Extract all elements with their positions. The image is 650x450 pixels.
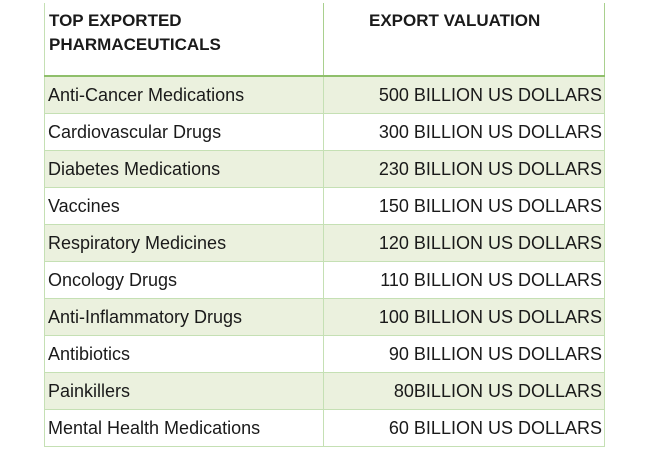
column-header-product: TOP EXPORTED PHARMACEUTICALS bbox=[44, 3, 324, 77]
product-name-cell: Anti-Inflammatory Drugs bbox=[44, 298, 324, 336]
export-valuation-cell: 60 BILLION US DOLLARS bbox=[323, 409, 605, 447]
product-name-cell: Painkillers bbox=[44, 372, 324, 410]
table-row: Vaccines 150 BILLION US DOLLARS bbox=[44, 187, 605, 225]
product-name-cell: Anti-Cancer Medications bbox=[44, 76, 324, 114]
export-valuation-cell: 110 BILLION US DOLLARS bbox=[323, 261, 605, 299]
table-body: Anti-Cancer Medications 500 BILLION US DO… bbox=[44, 76, 605, 447]
table-row: Oncology Drugs 110 BILLION US DOLLARS bbox=[44, 261, 605, 299]
product-name-cell: Respiratory Medicines bbox=[44, 224, 324, 262]
export-valuation-cell: 90 BILLION US DOLLARS bbox=[323, 335, 605, 373]
export-valuation-cell: 100 BILLION US DOLLARS bbox=[323, 298, 605, 336]
product-name-cell: Mental Health Medications bbox=[44, 409, 324, 447]
table-row: Painkillers 80BILLION US DOLLARS bbox=[44, 372, 605, 410]
product-name-cell: Cardiovascular Drugs bbox=[44, 113, 324, 151]
header-row: TOP EXPORTED PHARMACEUTICALS EXPORT VALU… bbox=[44, 3, 605, 77]
product-name-cell: Vaccines bbox=[44, 187, 324, 225]
table-row: Mental Health Medications 60 BILLION US D… bbox=[44, 409, 605, 447]
column-header-valuation: EXPORT VALUATION bbox=[323, 3, 605, 77]
export-valuation-cell: 120 BILLION US DOLLARS bbox=[323, 224, 605, 262]
table-row: Diabetes Medications 230 BILLION US DOLLA… bbox=[44, 150, 605, 188]
export-valuation-cell: 300 BILLION US DOLLARS bbox=[323, 113, 605, 151]
pharma-export-table-container: TOP EXPORTED PHARMACEUTICALS EXPORT VALU… bbox=[44, 3, 605, 447]
export-valuation-cell: 150 BILLION US DOLLARS bbox=[323, 187, 605, 225]
product-name-cell: Diabetes Medications bbox=[44, 150, 324, 188]
table-row: Respiratory Medicines 120 BILLION US DOLL… bbox=[44, 224, 605, 262]
product-name-cell: Oncology Drugs bbox=[44, 261, 324, 299]
table-row: Anti-Cancer Medications 500 BILLION US DO… bbox=[44, 76, 605, 114]
export-valuation-cell: 230 BILLION US DOLLARS bbox=[323, 150, 605, 188]
pharma-export-table: TOP EXPORTED PHARMACEUTICALS EXPORT VALU… bbox=[44, 3, 605, 447]
table-row: Cardiovascular Drugs 300 BILLION US DOLLA… bbox=[44, 113, 605, 151]
product-name-cell: Antibiotics bbox=[44, 335, 324, 373]
export-valuation-cell: 500 BILLION US DOLLARS bbox=[323, 76, 605, 114]
table-row: Antibiotics 90 BILLION US DOLLARS bbox=[44, 335, 605, 373]
export-valuation-cell: 80BILLION US DOLLARS bbox=[323, 372, 605, 410]
table-row: Anti-Inflammatory Drugs 100 BILLION US DO… bbox=[44, 298, 605, 336]
